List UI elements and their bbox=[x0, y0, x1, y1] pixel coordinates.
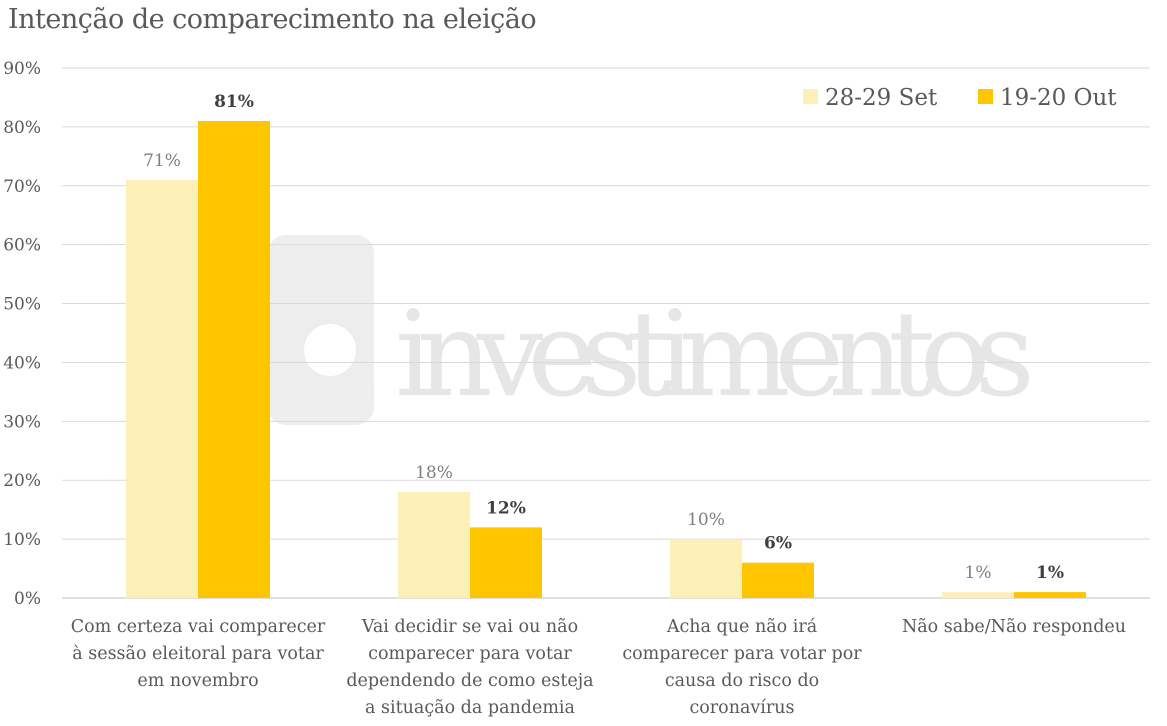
y-tick-label: 50% bbox=[3, 295, 41, 315]
category-label: dependendo de como esteja bbox=[346, 671, 593, 691]
category-label: causa do risco do bbox=[665, 671, 819, 691]
data-label: 81% bbox=[214, 92, 254, 112]
legend-label: 28-29 Set bbox=[825, 85, 938, 111]
bar-set bbox=[126, 179, 198, 598]
category-label: Vai decidir se vai ou não bbox=[361, 617, 578, 637]
bar-out bbox=[1014, 592, 1086, 598]
bar-set bbox=[398, 492, 470, 598]
category-label: comparecer para votar por bbox=[622, 644, 862, 664]
bar-out bbox=[742, 562, 814, 598]
bar-out bbox=[198, 121, 270, 598]
bar-set bbox=[670, 539, 742, 598]
category-label: Com certeza vai comparecer bbox=[71, 617, 326, 637]
category-label: comparecer para votar bbox=[368, 644, 572, 664]
legend-label: 19-20 Out bbox=[1000, 85, 1117, 111]
data-label: 12% bbox=[486, 498, 526, 518]
data-label: 1% bbox=[965, 563, 992, 583]
watermark-logo bbox=[268, 235, 374, 425]
y-tick-label: 60% bbox=[3, 236, 41, 256]
y-tick-label: 10% bbox=[3, 530, 41, 550]
y-tick-label: 40% bbox=[3, 353, 41, 373]
data-label: 71% bbox=[143, 151, 181, 171]
chart-title: Intenção de comparecimento na eleição bbox=[8, 4, 537, 35]
legend-swatch bbox=[803, 89, 818, 104]
category-label: à sessão eleitoral para votar bbox=[72, 644, 324, 664]
watermark-text: investimentos bbox=[395, 285, 1035, 423]
y-tick-label: 80% bbox=[3, 118, 41, 138]
y-tick-label: 20% bbox=[3, 471, 41, 491]
y-tick-label: 30% bbox=[3, 412, 41, 432]
bar-out bbox=[470, 527, 542, 598]
data-label: 1% bbox=[1036, 563, 1064, 583]
category-label: a situação da pandemia bbox=[365, 698, 575, 718]
data-label: 6% bbox=[764, 534, 792, 554]
category-label: em novembro bbox=[137, 671, 258, 691]
y-tick-label: 0% bbox=[14, 589, 41, 609]
data-label: 18% bbox=[415, 463, 453, 483]
category-label: coronavírus bbox=[689, 698, 794, 718]
category-label: Não sabe/Não respondeu bbox=[902, 617, 1126, 637]
y-tick-label: 90% bbox=[3, 59, 41, 79]
data-label: 10% bbox=[687, 510, 725, 530]
bar-set bbox=[942, 592, 1014, 598]
legend-swatch bbox=[978, 89, 993, 104]
category-label: Acha que não irá bbox=[666, 617, 817, 637]
y-tick-label: 70% bbox=[3, 177, 41, 197]
